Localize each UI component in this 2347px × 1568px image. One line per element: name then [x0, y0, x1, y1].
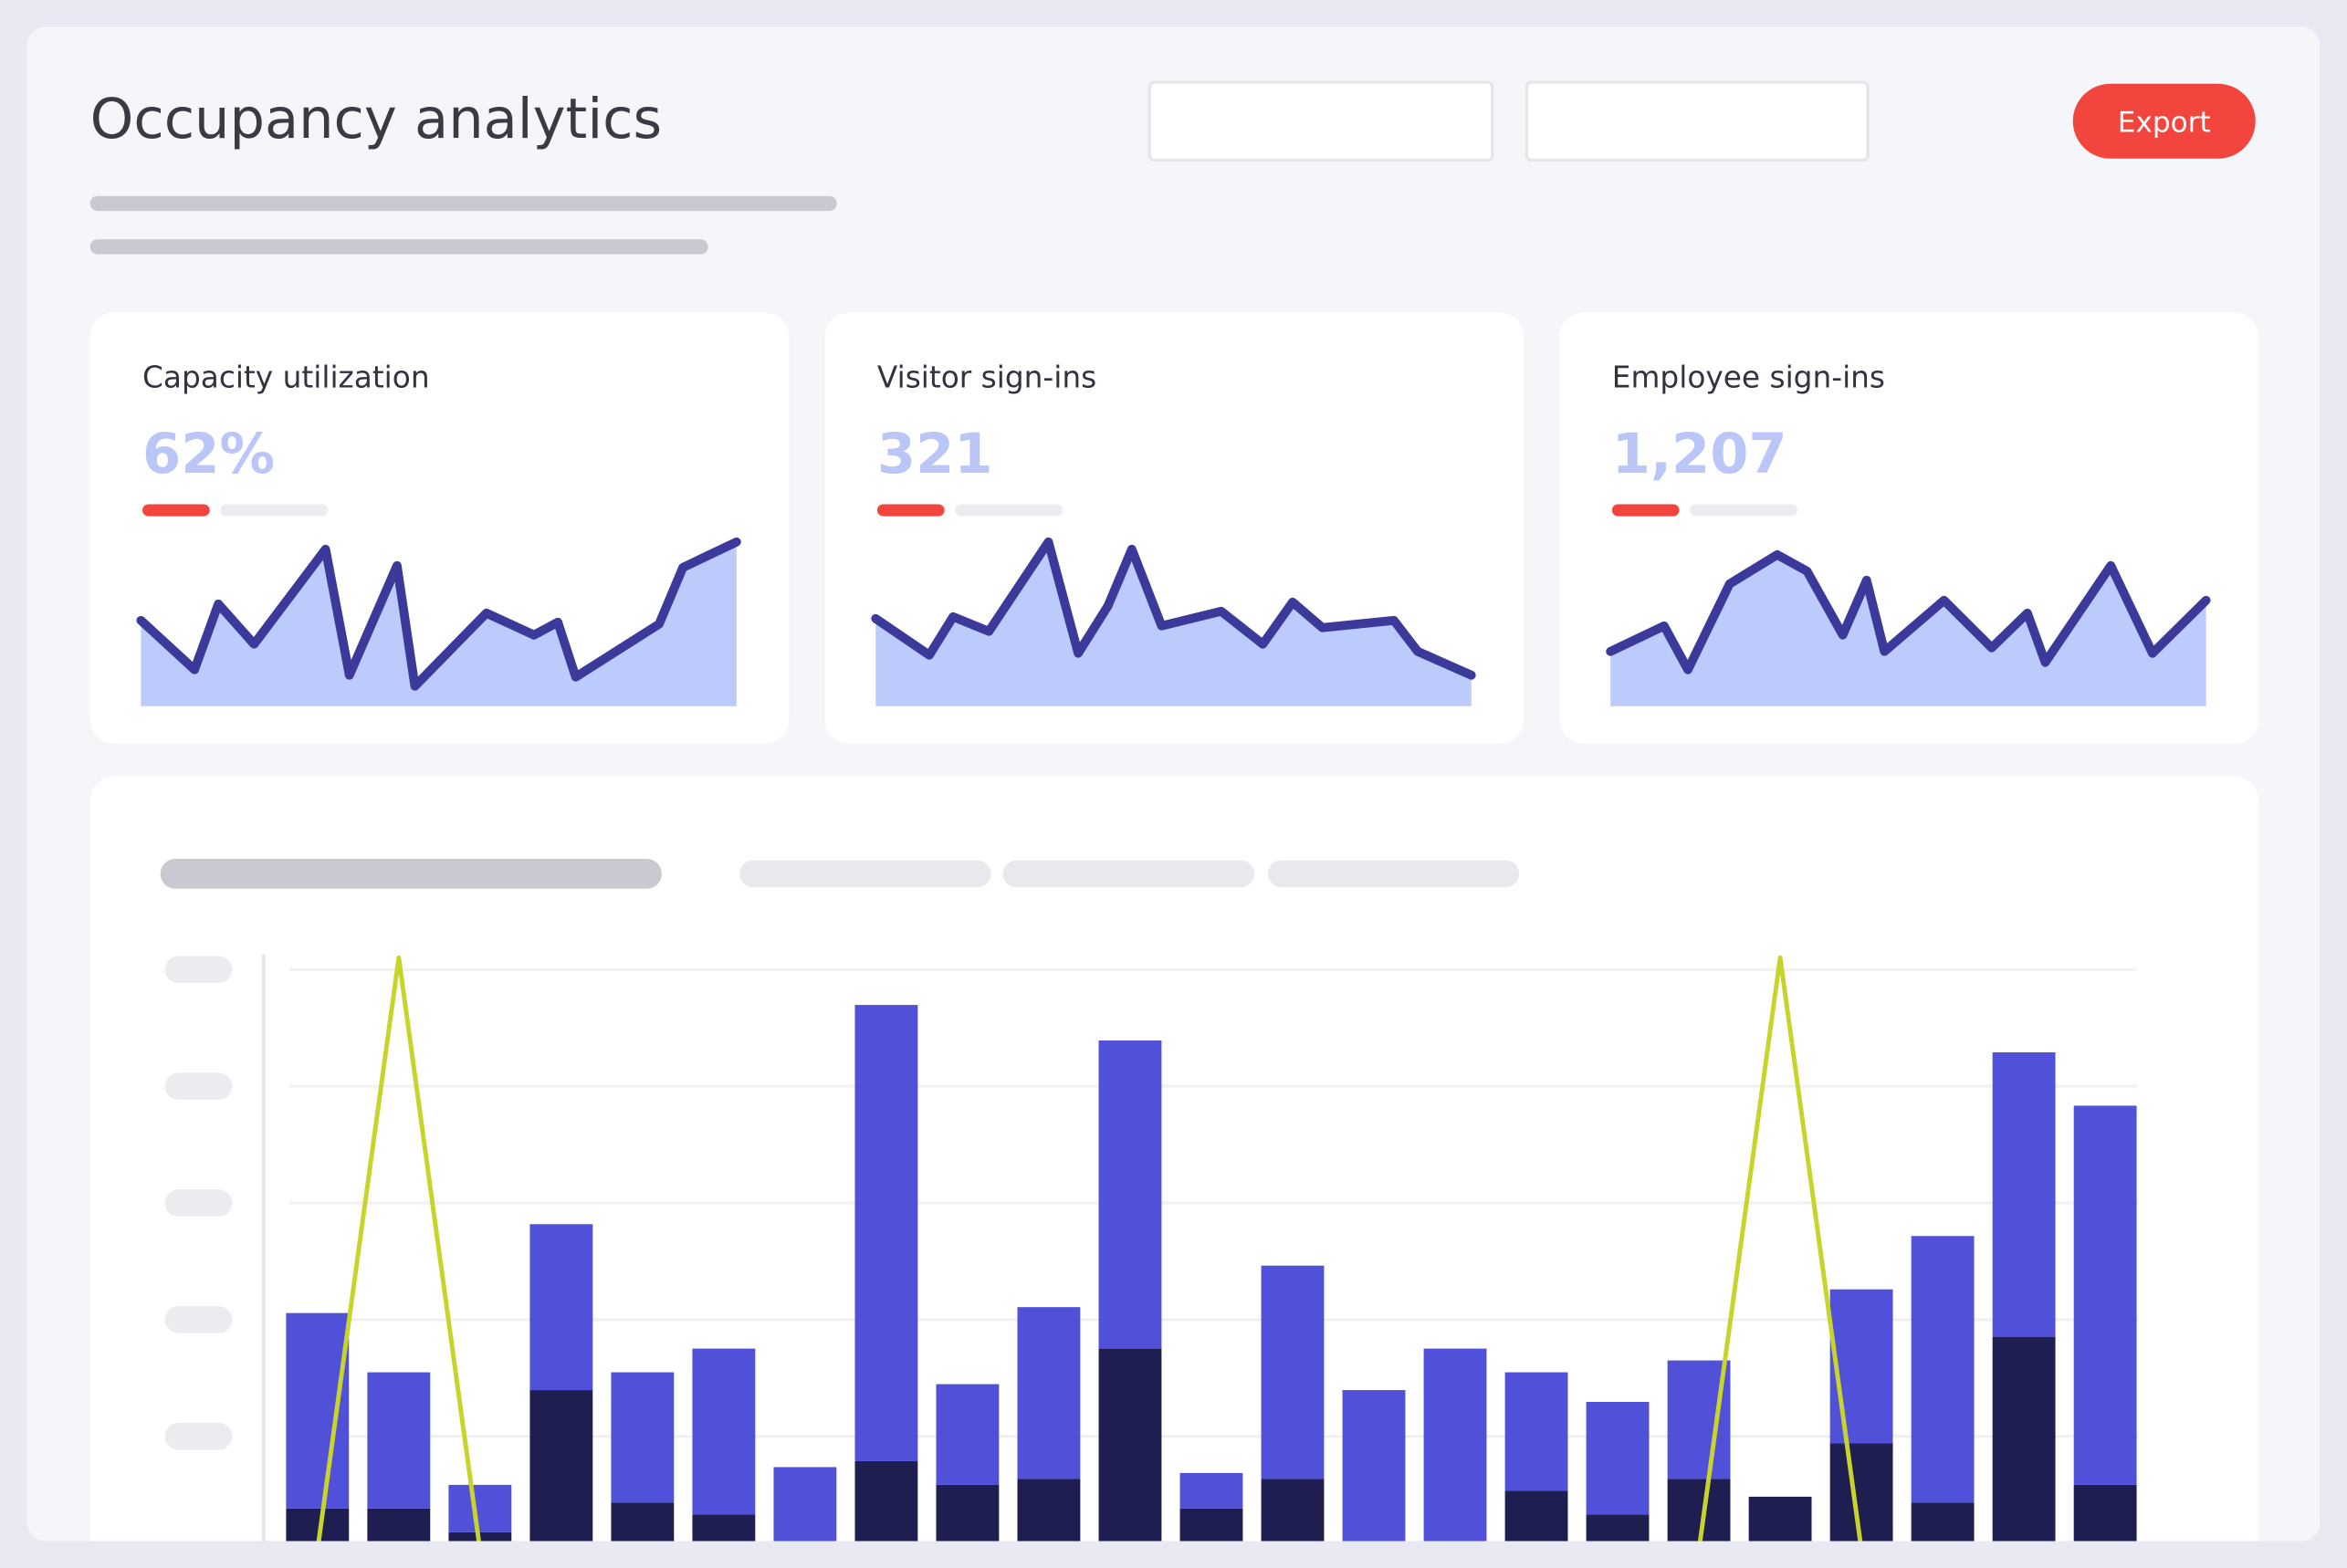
stat-card: Visitor sign-ins 321 [824, 312, 1525, 744]
indicator [876, 504, 945, 517]
bar-segment [1504, 1372, 1568, 1491]
line-series [316, 955, 1863, 1542]
bar-segment [1098, 1348, 1162, 1542]
bar-segment [611, 1372, 675, 1503]
y-label-placeholder [164, 1072, 233, 1100]
placeholder-tab [1267, 860, 1520, 888]
y-label-placeholder [164, 956, 233, 984]
export-label[interactable]: Export [2118, 106, 2211, 139]
bar-segment [1748, 1496, 1812, 1542]
bar-segment [1423, 1348, 1487, 1542]
stat-card: Capacity utilization 62% [89, 312, 790, 744]
sparkline [136, 537, 741, 691]
bar-segment [448, 1484, 512, 1532]
card-value: 321 [877, 423, 993, 486]
bar-chart [160, 858, 2138, 1542]
indicator-track [220, 504, 329, 517]
bar-segment [1829, 1443, 1893, 1542]
placeholder-line [89, 195, 837, 212]
bar-segment [1829, 1289, 1893, 1444]
bar-segment [1017, 1307, 1081, 1479]
bar-segment [2073, 1105, 2137, 1485]
bar-segment [1667, 1360, 1731, 1479]
card-value: 1,207 [1612, 423, 1787, 486]
bar-segment [1179, 1472, 1243, 1509]
bar-segment [1992, 1336, 2056, 1542]
bar-segment [1992, 1052, 2056, 1337]
stat-card: Employee sign-ins 1,207 [1559, 312, 2259, 744]
indicator [142, 504, 210, 517]
card-title: Employee sign-ins [1612, 361, 1885, 395]
bar-segment [611, 1502, 675, 1542]
card-title: Capacity utilization [142, 361, 430, 395]
bar-segment [1504, 1490, 1568, 1542]
bar-segment [2073, 1484, 2137, 1542]
placeholder-tab [1002, 860, 1255, 888]
bar-segment [1911, 1502, 1975, 1542]
bar-segment [692, 1514, 756, 1542]
bar-segment [1098, 1040, 1162, 1349]
indicator [1611, 504, 1680, 517]
bar-segment [1017, 1479, 1081, 1542]
indicator-track [1690, 504, 1798, 517]
export-button[interactable]: Export [2072, 83, 2256, 159]
bar-segment [529, 1224, 593, 1391]
bar-segment [692, 1348, 756, 1515]
bar-segment [367, 1508, 431, 1542]
bar-segment [1261, 1265, 1325, 1479]
bar-segment [1586, 1514, 1650, 1542]
bar-segment [529, 1390, 593, 1542]
bar-segment [367, 1372, 431, 1509]
y-label-placeholder [164, 1422, 233, 1450]
bar-segment [1342, 1390, 1406, 1542]
placeholder-tab [739, 860, 991, 888]
bar-segment [1261, 1479, 1325, 1542]
chart-card [89, 776, 2258, 1542]
bar-segment [1179, 1508, 1243, 1542]
bar-segment [854, 1005, 918, 1461]
export-button-bg[interactable] [2072, 83, 2256, 159]
bar-segment [286, 1312, 350, 1509]
bar-segment [854, 1460, 918, 1542]
bar-segment [1911, 1236, 1975, 1503]
placeholder-title [160, 858, 662, 889]
indicator-track [955, 504, 1063, 517]
filter-input[interactable] [1525, 80, 1870, 162]
page-title: Occupancy analytics [90, 88, 662, 152]
sparkline-area [141, 541, 737, 706]
bar-segment [1586, 1402, 1650, 1515]
filter-input[interactable] [1147, 80, 1494, 162]
sparkline [871, 537, 1476, 680]
bar-segment [1667, 1479, 1731, 1542]
card-value: 62% [142, 423, 275, 486]
sparkline-area [1610, 554, 2206, 706]
bar-segment [936, 1484, 1000, 1542]
card-title: Visitor sign-ins [877, 361, 1096, 395]
stat-cards: Capacity utilization 62% Visitor sign-ins 3… [89, 312, 2259, 744]
bar-segment [936, 1384, 1000, 1485]
bar-segment [773, 1467, 837, 1542]
sparkline [1606, 549, 2211, 674]
placeholder-line [89, 239, 708, 255]
y-label-placeholder [164, 1306, 233, 1333]
y-label-placeholder [164, 1189, 233, 1217]
